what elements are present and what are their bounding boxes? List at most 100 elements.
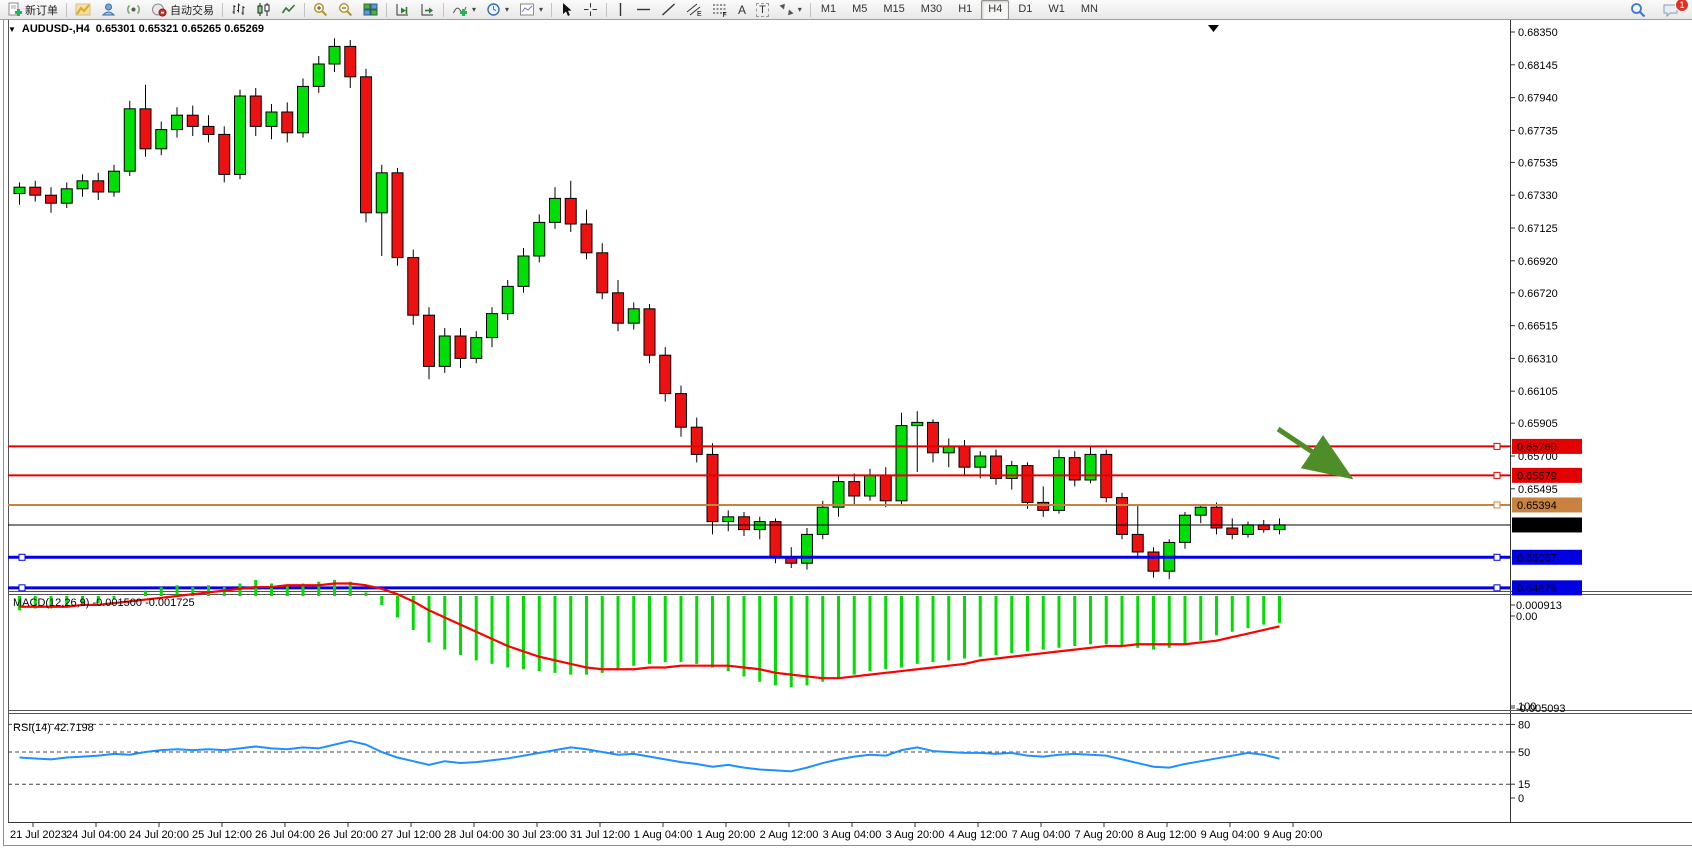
bull-candle <box>108 170 120 193</box>
bull-candle <box>13 186 26 195</box>
cursor-button[interactable] <box>555 1 578 18</box>
svg-text:0.66310: 0.66310 <box>1518 353 1558 365</box>
trendline-tool-button[interactable] <box>656 1 681 18</box>
candlestick-chart-button[interactable] <box>251 1 276 18</box>
arrows-tool-icon <box>779 2 794 17</box>
line-handle[interactable] <box>18 584 26 592</box>
svg-text:0.67735: 0.67735 <box>1518 125 1558 137</box>
auto-scroll-icon <box>395 2 410 17</box>
bear-candle <box>706 453 719 523</box>
notifications-button[interactable]: 1 <box>1657 0 1689 18</box>
crosshair-button[interactable] <box>578 1 603 18</box>
toolbar-separator <box>222 2 223 17</box>
templates-caret-icon[interactable]: ▾ <box>539 5 544 14</box>
line-chart-button[interactable] <box>276 1 301 18</box>
bear-candle <box>454 335 467 359</box>
periods-caret-icon[interactable]: ▾ <box>505 5 510 14</box>
data-window-button[interactable] <box>96 1 121 18</box>
auto-scroll-button[interactable] <box>390 1 415 18</box>
text-tool-button[interactable]: A <box>733 1 751 18</box>
svg-text:0: 0 <box>1518 793 1524 805</box>
timeframe-button-M1[interactable]: M1 <box>820 2 837 15</box>
svg-text:31 Jul 12:00: 31 Jul 12:00 <box>570 829 630 841</box>
bear-candle <box>1226 527 1239 535</box>
text-label-tool-icon: T <box>756 2 769 17</box>
bull-candle <box>911 421 924 427</box>
chart-shift-button[interactable] <box>415 1 440 18</box>
bear-candle <box>92 180 105 193</box>
search-button[interactable] <box>1625 1 1651 18</box>
svg-text:0.65700: 0.65700 <box>1518 451 1558 463</box>
indicators-button[interactable]: ▾ <box>447 1 481 18</box>
line-handle[interactable] <box>1493 501 1501 509</box>
chart-title-symbol: AUDUSD-,H4 <box>21 23 90 35</box>
chart-title-ohlc: 0.65301 0.65321 0.65265 0.65269 <box>95 23 264 35</box>
timeframe-button-D1[interactable]: D1 <box>1018 2 1033 15</box>
chart-menu-arrow-icon[interactable] <box>1208 25 1219 32</box>
bull-candle <box>895 425 908 502</box>
timeframe-button-M15[interactable]: M15 <box>883 2 905 15</box>
bull-candle <box>76 180 89 190</box>
line-handle[interactable] <box>1493 442 1501 450</box>
notification-badge[interactable]: 1 <box>1675 0 1689 12</box>
market-watch-button[interactable] <box>70 1 96 18</box>
bar-chart-button[interactable] <box>226 1 251 18</box>
bear-candle <box>391 172 404 259</box>
vertical-line-tool-button[interactable] <box>610 1 631 18</box>
bull-candle <box>328 45 341 65</box>
svg-text:0.66720: 0.66720 <box>1518 288 1558 300</box>
svg-text:26 Jul 04:00: 26 Jul 04:00 <box>255 829 315 841</box>
fibonacci-tool-button[interactable]: F <box>707 1 733 18</box>
bull-candle <box>722 516 735 523</box>
chart-dropdown-icon[interactable]: ▼ <box>8 24 16 34</box>
new-order-button[interactable]: 新订单 <box>2 1 63 18</box>
tile-windows-button[interactable] <box>358 1 383 18</box>
timeframe-group: M1 M5 M15 M30 H1 H4 D1 W1 MN <box>814 0 1105 20</box>
line-handle[interactable] <box>18 553 26 561</box>
timeframe-button-MN[interactable]: MN <box>1080 2 1098 15</box>
zoom-in-button[interactable] <box>308 1 333 18</box>
timeframe-button-H1[interactable]: H1 <box>958 2 973 15</box>
svg-text:3 Aug 04:00: 3 Aug 04:00 <box>823 829 882 841</box>
bear-candle <box>186 114 199 127</box>
bear-candle <box>407 257 420 316</box>
channel-tool-button[interactable]: E <box>681 1 707 18</box>
bull-candle <box>312 63 325 87</box>
svg-text:0.68145: 0.68145 <box>1518 60 1558 72</box>
timeframe-button-W1[interactable]: W1 <box>1048 2 1065 15</box>
price-axis: 0.68350 0.68145 0.67940 0.67735 0.67535 0.673… <box>1510 27 1558 496</box>
macd-indicator-label: MACD(12,26,9) -0.001500 -0.001725 <box>13 597 195 609</box>
line-handle[interactable] <box>1493 584 1501 592</box>
bear-candle <box>958 445 971 468</box>
trend-arrow-annotation[interactable] <box>1276 426 1354 480</box>
chart-canvas[interactable]: 0.68350 0.68145 0.67940 0.67735 0.67535 0.673… <box>0 20 1692 849</box>
svg-text:9 Aug 04:00: 9 Aug 04:00 <box>1201 829 1260 841</box>
timeframe-button-M30[interactable]: M30 <box>920 2 943 15</box>
bear-candle <box>690 426 703 455</box>
horizontal-line-tool-button[interactable] <box>631 1 656 18</box>
svg-text:0.67535: 0.67535 <box>1518 157 1558 169</box>
svg-text:0.65579: 0.65579 <box>1517 470 1557 482</box>
bear-candle <box>360 76 372 214</box>
text-label-tool-button[interactable]: T <box>751 1 774 18</box>
indicators-caret-icon[interactable]: ▾ <box>472 5 477 14</box>
svg-text:0.67330: 0.67330 <box>1518 190 1558 202</box>
templates-button[interactable]: ▾ <box>514 1 548 18</box>
zoom-out-button[interactable] <box>333 1 358 18</box>
arrows-caret-icon[interactable]: ▾ <box>797 5 802 14</box>
timeframe-button-M5[interactable]: M5 <box>852 2 868 15</box>
bear-candle <box>1131 533 1144 553</box>
svg-text:7 Aug 04:00: 7 Aug 04:00 <box>1012 829 1071 841</box>
timeframe-button-H4[interactable]: H4 <box>981 0 1010 20</box>
auto-trading-button[interactable]: 自动交易 <box>146 1 219 18</box>
bear-candle <box>344 45 357 78</box>
price-tag <box>1512 517 1582 533</box>
line-handle[interactable] <box>1493 553 1501 561</box>
bear-candle <box>1257 524 1270 531</box>
svg-text:9 Aug 20:00: 9 Aug 20:00 <box>1264 829 1323 841</box>
arrows-tool-button[interactable]: ▾ <box>774 1 807 18</box>
bull-candle <box>501 285 514 315</box>
line-handle[interactable] <box>1493 471 1501 479</box>
signals-button[interactable] <box>121 1 146 18</box>
periods-button[interactable]: ▾ <box>481 1 514 18</box>
